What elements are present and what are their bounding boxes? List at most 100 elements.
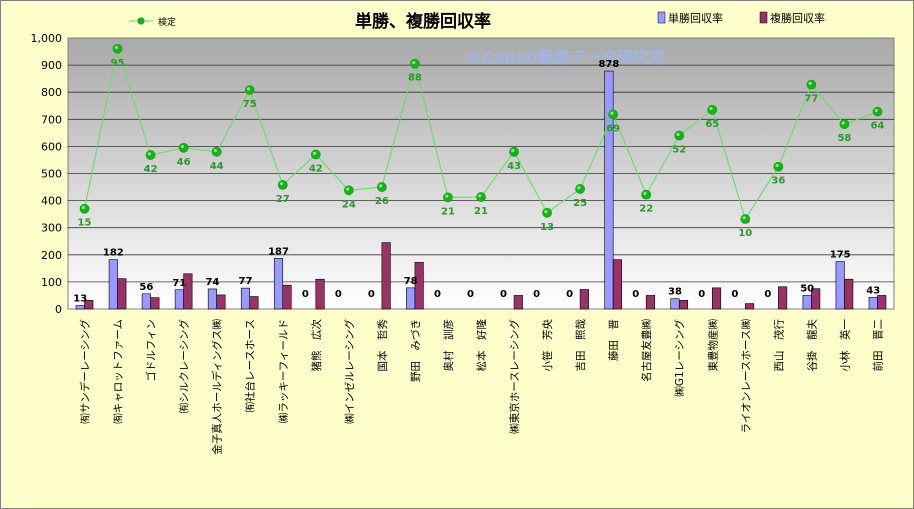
x-category-label: 小林 英一 [838, 319, 851, 372]
line-point [707, 104, 718, 115]
bar-win-label: 78 [404, 276, 418, 287]
line-point-label: 25 [573, 198, 587, 209]
bar-win [670, 298, 680, 310]
x-category-label: 東豊物産㈱ [706, 319, 719, 372]
gridlines [68, 64, 894, 283]
x-category-label: 谷掛 龍夫 [805, 319, 818, 372]
line-point [872, 106, 883, 117]
line-point-label: 42 [144, 164, 158, 175]
bar-win-label: 0 [302, 289, 309, 300]
x-category-label: 松本 好隆 [475, 319, 488, 372]
x-category-label: 国本 哲秀 [376, 319, 389, 372]
legend-win-label: 単勝回収率 [668, 11, 723, 25]
bar-win-label: 0 [467, 289, 474, 300]
line-point-label: 88 [408, 73, 422, 84]
line-point-highlight [313, 151, 317, 155]
line-point-label: 21 [441, 206, 455, 217]
bar-win-label: 43 [866, 285, 880, 296]
bar-win [207, 288, 217, 310]
bar-win-label: 0 [500, 289, 507, 300]
bar-place [84, 300, 94, 310]
legend-line-label: 検定 [158, 16, 176, 28]
line-point [244, 85, 255, 95]
line-point [476, 192, 486, 202]
line-point-highlight [643, 191, 647, 196]
line-point-highlight [709, 107, 713, 111]
y-tick-label: 300 [41, 222, 62, 235]
line-point-label: 64 [871, 121, 885, 132]
bar-win [75, 305, 85, 310]
line-point [740, 214, 751, 224]
x-category-label: ㈲シルクレーシング [178, 319, 191, 414]
x-category-label: ㈱インゼルレーシング [343, 319, 356, 424]
legend: 検定 単勝回収率 複勝回収率 [129, 11, 825, 28]
line-point [839, 119, 850, 130]
line-point-highlight [180, 144, 185, 149]
line-point-highlight [775, 163, 779, 168]
bar-place [249, 296, 259, 310]
bar-place [811, 288, 821, 310]
bar-win-label: 0 [731, 289, 738, 300]
line-point [410, 58, 420, 69]
line-point [542, 207, 552, 218]
line-point-label: 43 [507, 161, 521, 172]
bar-place [381, 242, 391, 310]
line-point [343, 185, 354, 196]
y-tick-label: 200 [41, 249, 62, 262]
line-point-highlight [577, 186, 581, 190]
legend-place-swatch [759, 11, 768, 24]
y-tick-label: 800 [41, 86, 62, 99]
bar-win-label: 187 [268, 246, 289, 257]
line-point-label: 58 [837, 133, 851, 144]
line-point-highlight [279, 182, 284, 186]
line-point-label: 44 [210, 161, 224, 172]
line-point-highlight [742, 216, 746, 220]
line-point [376, 182, 387, 192]
bar-win [868, 297, 878, 310]
bar-win [273, 258, 284, 310]
line-point-highlight [874, 108, 878, 113]
bar-place [645, 295, 656, 310]
line-point [509, 146, 519, 157]
line-point-label: 69 [606, 123, 620, 134]
line-point-highlight [379, 184, 383, 188]
x-category-label: 猪熊 広次 [310, 319, 323, 372]
bar-place [778, 286, 788, 310]
bar-win [604, 70, 614, 310]
data-labels: 13 182 56 71 74 77 187 0 0 0 78 0 0 0 0 0 878 0 38 0 0 0 50 175… [73, 58, 884, 305]
x-category-label: 小笹 芳央 [541, 319, 554, 372]
line-point [277, 179, 288, 190]
bar-win-label: 13 [73, 293, 87, 304]
bar-win-label: 0 [632, 289, 639, 300]
x-category-label: 奥村 訓彦 [442, 319, 455, 372]
y-tick-label: 400 [41, 195, 62, 208]
x-category-label: ㈱G1レーシング [673, 319, 686, 397]
x-category-label: 藤田 晋 [608, 319, 620, 361]
x-category-label: ㈱東京ホースレーシング [508, 319, 521, 434]
bar-win-label: 71 [172, 278, 186, 289]
legend-place-label: 複勝回収率 [770, 11, 825, 25]
y-axis: 0 100 200 300 400 500 600 700 800 900 1,000 [31, 32, 63, 316]
line-point [443, 192, 453, 203]
line-point-highlight [511, 149, 515, 153]
line-point-highlight [213, 149, 218, 153]
legend-line-marker [137, 17, 145, 25]
line-point-highlight [412, 60, 416, 65]
y-tick-label: 0 [55, 303, 62, 316]
bar-place [216, 294, 226, 310]
x-category-label: 前田 晋二 [871, 319, 884, 372]
line-point-label: 95 [111, 58, 125, 69]
line-point-highlight [676, 132, 680, 136]
line-point-label: 10 [738, 228, 752, 239]
line-point [211, 146, 222, 157]
line-point [145, 150, 156, 160]
line-point-label: 15 [78, 218, 92, 229]
x-category-label: ㈲サンデーレーシング [79, 319, 92, 424]
line-point-highlight [478, 194, 482, 198]
bar-win-label: 182 [103, 248, 124, 259]
bar-win [406, 287, 416, 310]
bar-win-label: 0 [335, 289, 342, 300]
bar-win-label: 0 [764, 289, 771, 300]
bar-win-label: 0 [533, 289, 540, 300]
